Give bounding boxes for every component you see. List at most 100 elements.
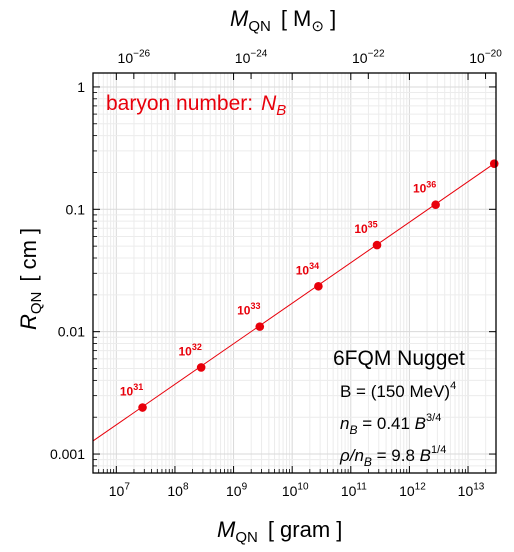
x-tick-label-exp: 9 xyxy=(242,482,248,493)
annotation-line1-text: B = (150 MeV) xyxy=(340,382,450,401)
x-axis-ticks: 107 108 109 1010 1011 1012 1013 xyxy=(92,73,497,499)
annotation-line2: nB = 0.41 B3/4 xyxy=(340,412,441,437)
point-label-base: 10 xyxy=(237,304,251,318)
data-point xyxy=(431,200,440,210)
grid xyxy=(92,73,497,474)
data-point xyxy=(255,322,265,331)
x-tick-label-exp: 7 xyxy=(124,482,130,493)
y-axis-ticks: 0.001 0.01 0.1 1 xyxy=(50,79,496,474)
legend-title: baryon number: NB xyxy=(106,92,286,119)
annotation-line3-text: = 9.8 xyxy=(372,446,420,465)
x-top-tick-label: 10−24 xyxy=(235,49,268,66)
x-tick-label-base: 10 xyxy=(399,483,415,499)
point-label-exp: 31 xyxy=(133,382,143,392)
x-tick-label: 1010 xyxy=(282,482,309,499)
y-axis-title-main: R xyxy=(16,314,41,330)
x-top-tick-label-exp: −24 xyxy=(250,49,267,60)
x-top-tick-label-base: 10 xyxy=(118,50,134,66)
annotation-line3-sub: B xyxy=(364,455,372,469)
point-label-exp: 34 xyxy=(309,261,319,271)
x-top-tick-label-exp: −20 xyxy=(485,49,502,60)
x-tick-label-base: 10 xyxy=(282,483,298,499)
y-tick-label: 1 xyxy=(77,79,85,95)
annotation-title: 6FQM Nugget xyxy=(333,347,465,370)
legend-var-sub: B xyxy=(276,102,286,119)
x-top-tick-label: 10−22 xyxy=(352,49,385,66)
point-label-exp: 33 xyxy=(250,301,260,311)
x-axis-top-title-unit-sub: ⊙ xyxy=(311,18,324,35)
point-label: 1036 xyxy=(413,179,436,195)
x-tick-label: 108 xyxy=(167,482,189,499)
point-label-base: 10 xyxy=(120,385,134,399)
legend-title-text: baryon number: xyxy=(106,92,253,115)
annotation-line3: ρ/nB = 9.8 B1/4 xyxy=(339,444,446,469)
x-tick-label: 109 xyxy=(226,482,248,499)
annotation-line3-var: ρ/n xyxy=(339,446,364,465)
data-points xyxy=(138,159,499,412)
data-point xyxy=(196,363,206,372)
y-axis-title: RQN [ cm ] xyxy=(16,228,45,330)
y-tick-label: 0.001 xyxy=(50,446,85,462)
point-label: 1035 xyxy=(354,220,377,236)
annotation-line2-var: n xyxy=(340,414,349,433)
x-tick-label-exp: 12 xyxy=(415,482,427,493)
x-axis-title-unit: [ gram ] xyxy=(268,517,343,542)
x-axis-title-sub: QN xyxy=(235,529,258,546)
x-tick-label: 1012 xyxy=(399,482,426,499)
x-tick-label: 1011 xyxy=(341,482,367,499)
x-axis-top-title-main: M xyxy=(230,6,249,31)
annotation-line2-text: = 0.41 xyxy=(357,414,414,433)
x-tick-label-exp: 11 xyxy=(356,482,367,493)
y-axis-title-sub: QN xyxy=(28,292,45,315)
point-label-base: 10 xyxy=(413,182,427,196)
x-top-tick-label: 10−26 xyxy=(118,49,151,66)
point-label: 1033 xyxy=(237,301,260,317)
x-tick-label-base: 10 xyxy=(341,483,357,499)
point-label: 1032 xyxy=(178,342,201,358)
y-tick-label: 0.1 xyxy=(66,201,86,217)
x-tick-label-exp: 8 xyxy=(183,482,189,493)
point-label: 1034 xyxy=(296,261,319,277)
point-label-exp: 35 xyxy=(368,220,378,230)
y-tick-label: 0.01 xyxy=(58,324,85,340)
x-tick-label-base: 10 xyxy=(167,483,183,499)
annotation-line3-exp: 1/4 xyxy=(431,444,446,456)
x-axis-title-main: M xyxy=(217,517,236,542)
x-tick-label-exp: 13 xyxy=(473,482,485,493)
x-top-tick-label-exp: −22 xyxy=(368,49,385,60)
point-label-base: 10 xyxy=(354,222,368,236)
annotation-line1: B = (150 MeV)4 xyxy=(340,380,456,401)
x-tick-label-base: 10 xyxy=(226,483,242,499)
x-top-tick-label: 10−20 xyxy=(469,49,502,66)
y-axis-title-unit: [ cm ] xyxy=(16,228,41,282)
point-label-base: 10 xyxy=(296,263,310,277)
x-axis-top-title: MQN [ M⊙ ] xyxy=(230,6,336,35)
point-label-exp: 32 xyxy=(192,342,202,352)
data-point xyxy=(372,240,382,250)
x-axis-top-ticks: 10−26 10−24 10−22 10−20 xyxy=(118,49,502,79)
fit-line-segment xyxy=(92,161,497,442)
x-tick-label: 1013 xyxy=(458,482,485,499)
x-tick-label-base: 10 xyxy=(109,483,125,499)
annotation-line3-var2: B xyxy=(420,446,431,465)
annotation-line1-exp: 4 xyxy=(450,380,456,392)
fit-line xyxy=(92,161,497,442)
x-axis-title: MQN [ gram ] xyxy=(217,517,342,546)
x-tick-label-base: 10 xyxy=(458,483,474,499)
x-axis-top-title-unit-open: [ M xyxy=(281,6,312,31)
x-top-tick-label-base: 10 xyxy=(469,50,485,66)
legend-var: N xyxy=(261,92,277,115)
annotation-line2-exp: 3/4 xyxy=(426,412,441,424)
x-tick-label: 107 xyxy=(109,482,131,499)
x-axis-top-title-sub: QN xyxy=(248,18,271,35)
point-label-exp: 36 xyxy=(426,179,436,189)
data-point xyxy=(138,403,147,412)
data-point xyxy=(314,281,323,291)
annotation-line2-sub: B xyxy=(349,423,357,437)
annotation-line2-var2: B xyxy=(415,414,426,433)
data-point xyxy=(489,159,499,168)
point-label: 1031 xyxy=(120,382,143,398)
x-top-tick-label-base: 10 xyxy=(352,50,368,66)
